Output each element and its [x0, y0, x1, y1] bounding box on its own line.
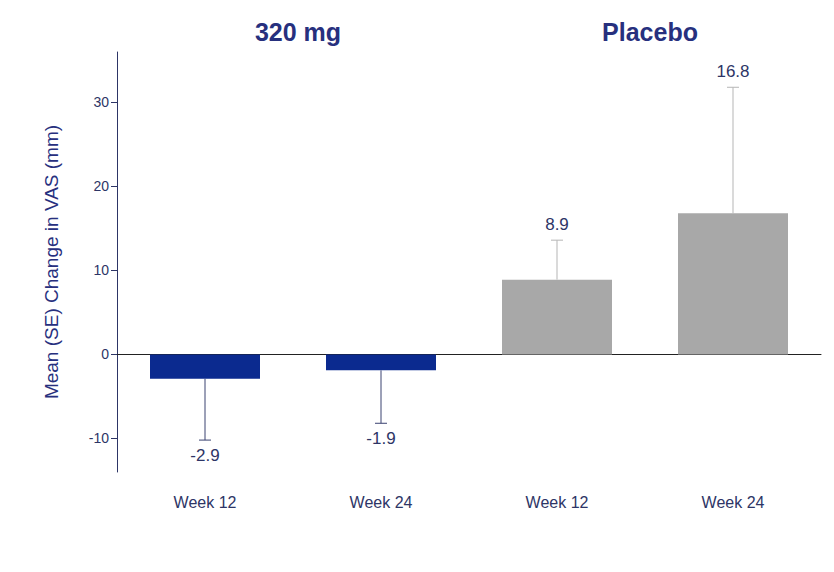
svg-text:Placebo: Placebo — [602, 18, 698, 46]
svg-text:0: 0 — [101, 346, 109, 362]
svg-text:8.9: 8.9 — [545, 215, 569, 234]
svg-text:320 mg: 320 mg — [255, 18, 341, 46]
svg-text:Week 12: Week 12 — [526, 494, 589, 511]
svg-text:16.8: 16.8 — [716, 62, 749, 81]
svg-text:20: 20 — [93, 178, 109, 194]
svg-text:Week 12: Week 12 — [174, 494, 237, 511]
svg-text:30: 30 — [93, 94, 109, 110]
svg-text:-2.9: -2.9 — [190, 446, 219, 465]
svg-text:10: 10 — [93, 262, 109, 278]
svg-text:-10: -10 — [89, 430, 109, 446]
svg-text:-1.9: -1.9 — [366, 429, 395, 448]
svg-text:Week 24: Week 24 — [350, 494, 413, 511]
svg-text:Mean (SE) Change in VAS (mm): Mean (SE) Change in VAS (mm) — [41, 125, 62, 399]
svg-text:Week 24: Week 24 — [702, 494, 765, 511]
